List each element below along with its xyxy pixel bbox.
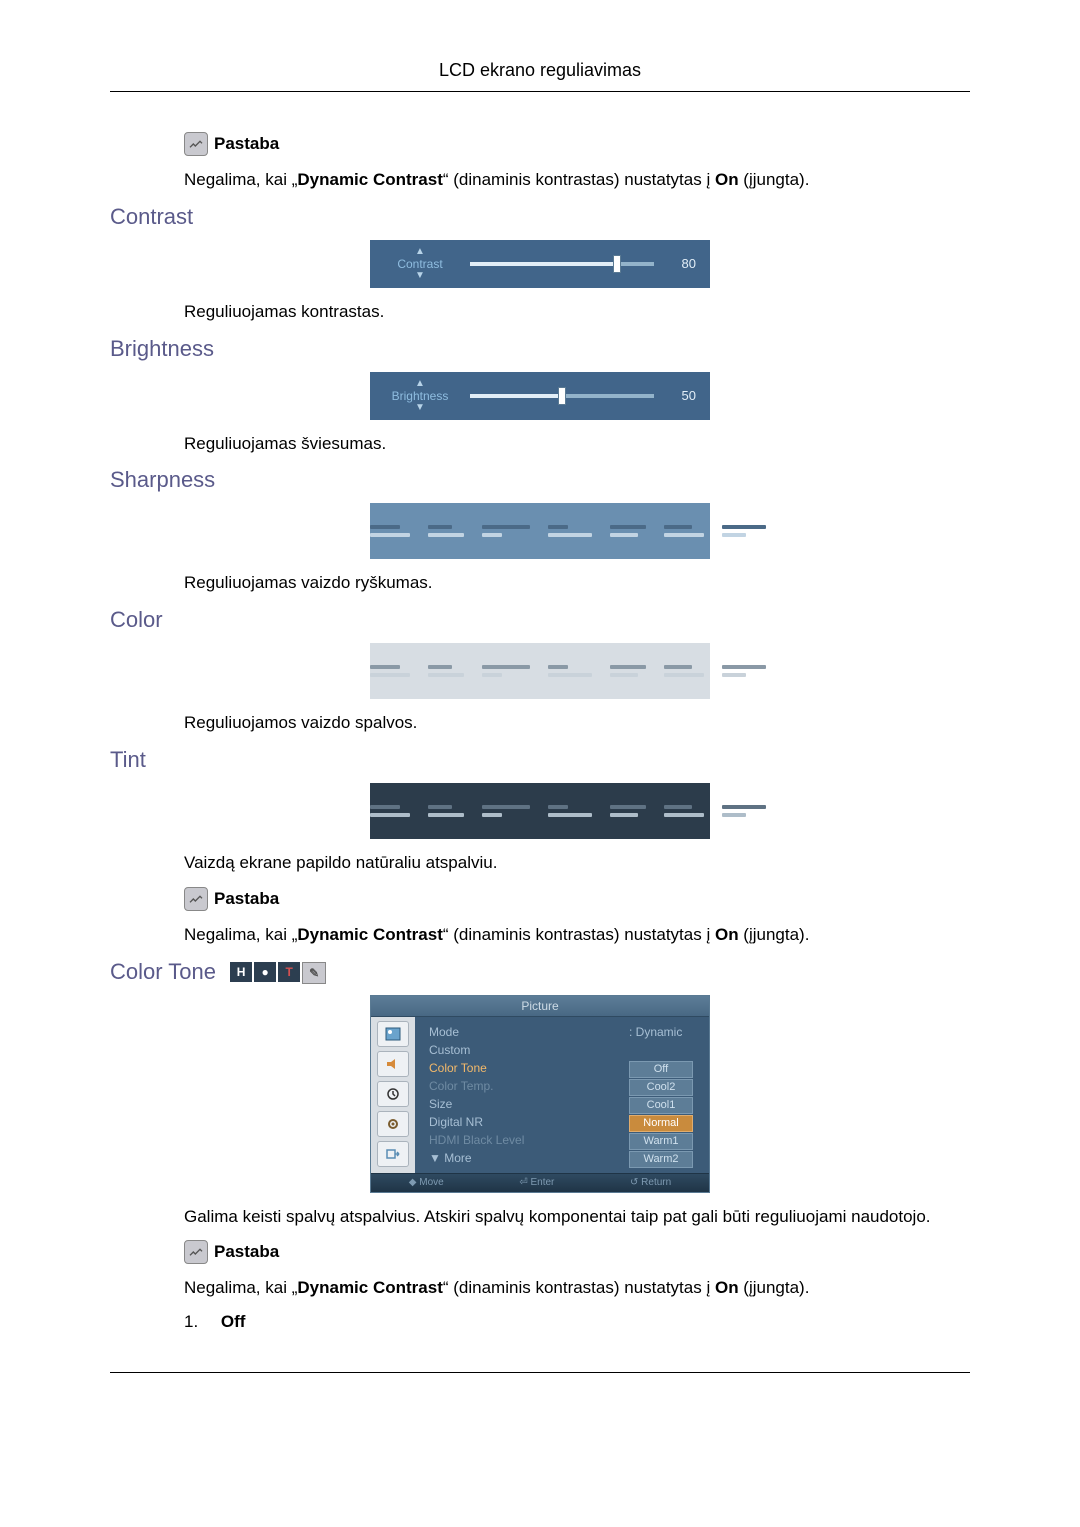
osd-tint-graphic <box>370 783 710 839</box>
osd-menu-iconcol <box>371 1017 415 1173</box>
menu-icon-setup <box>377 1111 409 1137</box>
graphic-bar-group <box>370 805 410 817</box>
note-icon <box>184 1240 208 1264</box>
graphic-bar-group <box>370 665 410 677</box>
note-icon <box>184 132 208 156</box>
osd-menu-row: Custom <box>429 1041 699 1059</box>
graphic-bar-group <box>428 805 464 817</box>
osd-menu-row: Color ToneOff <box>429 1059 699 1077</box>
colortone-desc: Galima keisti spalvų atspalvius. Atskiri… <box>184 1205 970 1229</box>
osd-brightness-value: 50 <box>668 388 696 403</box>
note-row: Pastaba <box>184 132 970 156</box>
graphic-bar-group <box>610 665 646 677</box>
dynamic-contrast-note-3: Negalima, kai „Dynamic Contrast“ (dinami… <box>184 1276 970 1300</box>
osd-picture-menu: Picture Mode: DynamicCustomColor ToneOff… <box>370 995 710 1193</box>
graphic-bar-group <box>370 525 410 537</box>
osd-menu-row: SizeCool1 <box>429 1095 699 1113</box>
page-header: LCD ekrano reguliavimas <box>110 60 970 92</box>
arrow-up-icon: ▲ <box>415 379 425 389</box>
osd-contrast-thumb <box>613 255 621 273</box>
osd-menu-row: Color Temp.Cool2 <box>429 1077 699 1095</box>
osd-contrast-label: Contrast <box>397 257 442 271</box>
graphic-bar-group <box>722 665 766 677</box>
osd-sharpness-graphic <box>370 503 710 559</box>
footer-rule <box>110 1372 970 1373</box>
graphic-bar-group <box>428 665 464 677</box>
osd-brightness-label: Brightness <box>392 389 449 403</box>
arrow-down-icon: ▼ <box>415 403 425 413</box>
graphic-bar-group <box>722 525 766 537</box>
heading-color: Color <box>110 607 970 633</box>
list-item-1: 1. Off <box>184 1312 970 1332</box>
osd-menu-rows: Mode: DynamicCustomColor ToneOffColor Te… <box>415 1017 709 1173</box>
osd-menu-title: Picture <box>371 996 709 1017</box>
contrast-desc: Reguliuojamas kontrastas. <box>184 300 970 324</box>
graphic-bar-group <box>548 805 592 817</box>
dynamic-contrast-note-1: Negalima, kai „Dynamic Contrast“ (dinami… <box>184 168 970 192</box>
footer-enter: ⏎ Enter <box>519 1177 554 1188</box>
graphic-bar-group <box>482 805 530 817</box>
mini-icon-h: H <box>230 962 252 982</box>
graphic-bar-group <box>548 665 592 677</box>
heading-tint: Tint <box>110 747 970 773</box>
heading-sharpness: Sharpness <box>110 467 970 493</box>
note-row-3: Pastaba <box>184 1240 970 1264</box>
page: LCD ekrano reguliavimas Pastaba Negalima… <box>0 0 1080 1433</box>
note-row-2: Pastaba <box>184 887 970 911</box>
brightness-desc: Reguliuojamas šviesumas. <box>184 432 970 456</box>
graphic-bar-group <box>548 525 592 537</box>
note-label: Pastaba <box>214 889 279 909</box>
heading-colortone-text: Color Tone <box>110 959 216 984</box>
footer-move: ◆ Move <box>409 1177 444 1188</box>
osd-contrast-value: 80 <box>668 256 696 271</box>
mini-icon-t: T <box>278 962 300 982</box>
arrow-up-icon: ▲ <box>415 247 425 257</box>
list-number: 1. <box>184 1312 198 1331</box>
graphic-bar-group <box>664 805 704 817</box>
arrow-down-icon: ▼ <box>415 271 425 281</box>
heading-colortone: Color Tone H ● T ✎ <box>110 959 970 985</box>
osd-brightness-thumb <box>558 387 566 405</box>
graphic-bar-group <box>722 805 766 817</box>
osd-menu-row: HDMI Black LevelWarm1 <box>429 1131 699 1149</box>
osd-menu-row: ▼ MoreWarm2 <box>429 1149 699 1167</box>
menu-icon-clock <box>377 1081 409 1107</box>
osd-color-graphic <box>370 643 710 699</box>
note-label: Pastaba <box>214 134 279 154</box>
list-label: Off <box>221 1312 246 1331</box>
osd-menu-row: Mode: Dynamic <box>429 1023 699 1041</box>
note-icon <box>184 887 208 911</box>
graphic-bar-group <box>664 665 704 677</box>
graphic-bar-group <box>664 525 704 537</box>
osd-menu-row: Digital NRNormal <box>429 1113 699 1131</box>
menu-icon-picture <box>377 1021 409 1047</box>
mini-icon-row: H ● T ✎ <box>230 962 326 984</box>
menu-icon-sound <box>377 1051 409 1077</box>
graphic-bar-group <box>610 805 646 817</box>
osd-contrast: ▲ Contrast ▼ 80 <box>370 240 710 288</box>
mini-icon-dot: ● <box>254 962 276 982</box>
dynamic-contrast-note-2: Negalima, kai „Dynamic Contrast“ (dinami… <box>184 923 970 947</box>
osd-brightness-track <box>470 394 654 398</box>
tint-desc: Vaizdą ekrane papildo natūraliu atspalvi… <box>184 851 970 875</box>
heading-brightness: Brightness <box>110 336 970 362</box>
footer-return: ↺ Return <box>630 1177 671 1188</box>
menu-icon-input <box>377 1141 409 1167</box>
osd-contrast-track <box>470 262 654 266</box>
osd-menu-footer: ◆ Move ⏎ Enter ↺ Return <box>371 1173 709 1192</box>
heading-contrast: Contrast <box>110 204 970 230</box>
sharpness-desc: Reguliuojamas vaizdo ryškumas. <box>184 571 970 595</box>
color-desc: Reguliuojamos vaizdo spalvos. <box>184 711 970 735</box>
mini-icon-pencil: ✎ <box>302 962 326 984</box>
osd-contrast-fill <box>470 262 617 266</box>
graphic-bar-group <box>482 665 530 677</box>
graphic-bar-group <box>610 525 646 537</box>
graphic-bar-group <box>482 525 530 537</box>
osd-brightness-fill <box>470 394 562 398</box>
note-label: Pastaba <box>214 1242 279 1262</box>
osd-brightness: ▲ Brightness ▼ 50 <box>370 372 710 420</box>
graphic-bar-group <box>428 525 464 537</box>
